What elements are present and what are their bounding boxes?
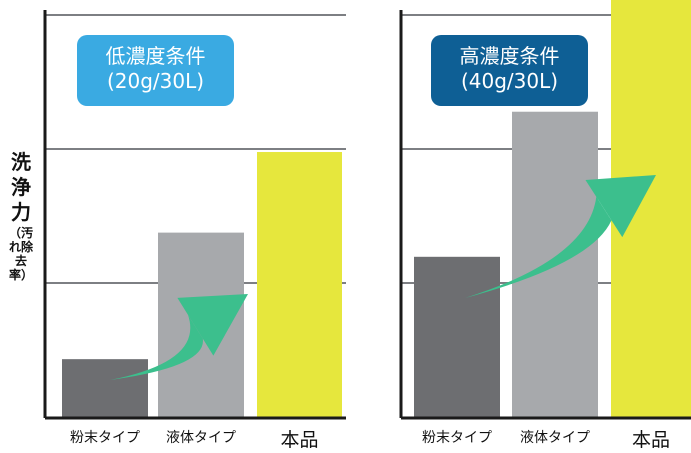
category-label: 本品 — [280, 429, 318, 448]
high-concentration-subtitle: (40g/30L) — [460, 69, 559, 93]
low-concentration-badge: 低濃度条件 (20g/30L) — [77, 35, 234, 106]
low-concentration-title: 低濃度条件 — [105, 44, 206, 68]
chart-panel-1: 粉末タイプ 液体タイプ 本品 — [399, 0, 691, 451]
low-concentration-subtitle: (20g/30L) — [106, 69, 205, 93]
arrow-head — [177, 294, 248, 356]
high-concentration-title: 高濃度条件 — [459, 44, 560, 68]
category-label: 液体タイプ — [166, 430, 236, 446]
high-concentration-badge: 高濃度条件 (40g/30L) — [431, 35, 588, 106]
chart-panel-0: 粉末タイプ 液体タイプ 本品 — [43, 10, 346, 451]
category-label: 粉末タイプ — [70, 430, 140, 446]
y-axis-label: 洗浄力 — [11, 150, 31, 224]
arrow-shaft — [110, 314, 203, 380]
y-axis-sublabel: （汚れ除去率） — [9, 226, 34, 282]
arrow-head — [585, 175, 656, 238]
category-label: 液体タイプ — [520, 430, 590, 446]
category-label: 粉末タイプ — [422, 430, 492, 446]
bar-0 — [62, 359, 148, 418]
bar-2 — [257, 152, 342, 418]
arrow-shaft — [465, 196, 612, 298]
bar-0 — [414, 256, 500, 418]
category-label: 本品 — [632, 429, 670, 448]
